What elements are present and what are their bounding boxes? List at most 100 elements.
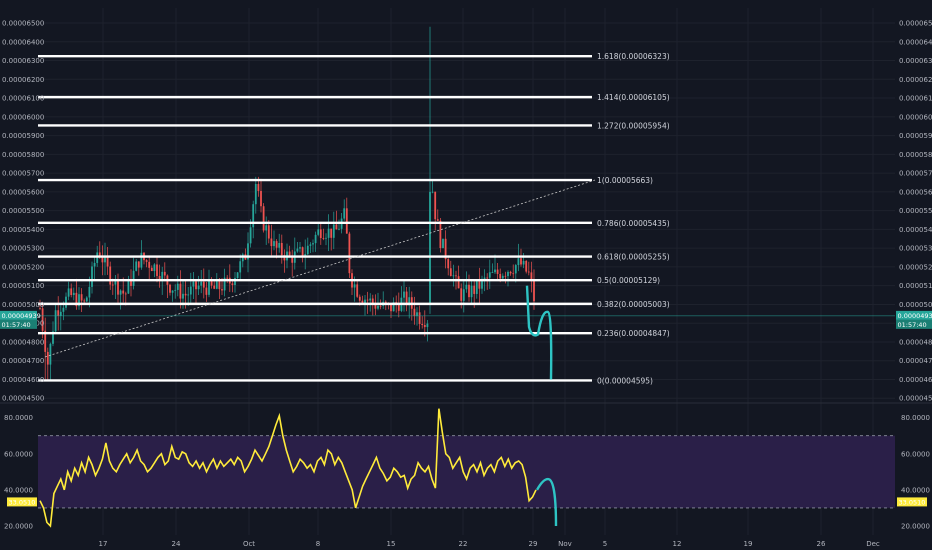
y-tick-label-left: 0.00004800 <box>2 338 44 346</box>
y-tick-label-left: 0.00005500 <box>2 207 44 215</box>
y-tick-label-left: 0.00004600 <box>2 376 44 384</box>
candle-body <box>314 234 317 244</box>
candle-body <box>379 305 382 307</box>
y-tick-label-right: 0.00005400 <box>899 226 932 234</box>
y-axis-right: 0.00006500 0.00006400 0.00006300 0.00006200… <box>899 20 932 531</box>
y-tick-label-left: 0.00005700 <box>2 170 44 178</box>
candle-body <box>111 284 114 286</box>
y-tick-label-right: 0.00004800 <box>899 338 932 346</box>
candle-body <box>98 252 101 257</box>
candle-body <box>509 271 512 274</box>
candle-body <box>75 292 78 307</box>
rsi-tick-label-left: 40.0000 <box>4 486 33 494</box>
candle-body <box>85 297 88 302</box>
candle-body <box>525 260 528 272</box>
fib-level-label: 1.618(0.00006323) <box>597 52 670 61</box>
rsi-tick-label-right: 40.0000 <box>901 486 930 494</box>
price-projection-path[interactable] <box>525 285 553 380</box>
candle-body <box>46 351 49 365</box>
rsi-band <box>38 435 895 508</box>
candle-body <box>403 291 405 298</box>
candle-body <box>397 304 400 311</box>
y-tick-label-right: 0.00006000 <box>899 113 932 121</box>
y-tick-label-right: 0.00006300 <box>899 57 932 65</box>
y-tick-label-right: 0.00005200 <box>899 263 932 271</box>
fib-level-label: 0(0.00004595) <box>597 376 653 385</box>
y-tick-label-right: 0.00006400 <box>899 38 932 46</box>
y-tick-label-right: 0.00004600 <box>899 376 932 384</box>
candle-body <box>343 208 346 219</box>
candle-body <box>109 266 112 285</box>
x-tick-label: Oct <box>243 540 255 548</box>
x-tick-label: Dec <box>866 540 880 548</box>
candle-body <box>114 279 117 285</box>
candle-body <box>72 292 75 296</box>
trendline[interactable] <box>44 179 596 358</box>
candle-body <box>325 237 327 239</box>
candle-body <box>174 289 177 291</box>
candle-body <box>130 279 132 286</box>
candle-body <box>465 284 468 290</box>
candle-body <box>356 284 359 297</box>
candle-body <box>496 269 499 274</box>
candle-body <box>221 289 223 291</box>
candle-body <box>444 238 447 260</box>
y-tick-label-right: 0.00005900 <box>899 132 932 140</box>
candle-body <box>335 224 338 230</box>
candle-body <box>117 279 119 295</box>
candle-body <box>150 267 153 272</box>
candle-body <box>501 275 504 279</box>
candle-body <box>231 283 234 286</box>
candle-body <box>78 294 80 307</box>
candle-body <box>483 277 486 279</box>
x-tick-label: 17 <box>99 540 108 548</box>
candle-body <box>418 312 421 324</box>
candle-body <box>241 254 244 262</box>
candle-body <box>189 286 192 295</box>
rsi-line <box>39 408 537 528</box>
y-tick-label-right: 0.00005100 <box>899 282 932 290</box>
rsi-tick-label-right: 20.0000 <box>901 522 930 530</box>
candle-body <box>517 258 520 266</box>
candle-body <box>392 302 395 312</box>
candle-body <box>161 271 164 281</box>
candle-body <box>153 264 156 272</box>
y-tick-label-left: 0.00005600 <box>2 188 44 196</box>
candle-body <box>67 288 70 297</box>
candle-body <box>91 266 93 287</box>
y-tick-label-left: 0.00005400 <box>2 226 44 234</box>
candle-body <box>208 279 210 295</box>
candle-body <box>257 183 260 191</box>
candle-body <box>390 303 392 312</box>
candle-body <box>80 294 83 301</box>
x-tick-label: 19 <box>744 540 753 548</box>
current-price-badge-left-bg <box>0 310 37 320</box>
candle-body <box>449 268 452 277</box>
candle-body <box>83 300 86 302</box>
candle-body <box>522 260 525 265</box>
rsi-tick-label-right: 80.0000 <box>901 414 930 422</box>
candle-body <box>195 281 197 290</box>
fib-level-label: 0.786(0.00005435) <box>597 219 670 228</box>
y-tick-label-right: 0.00006500 <box>899 20 932 28</box>
candle-body <box>252 204 255 228</box>
candle-body <box>374 303 377 309</box>
candle-body <box>327 228 330 238</box>
candle-body <box>148 261 151 268</box>
candle-body <box>514 265 517 274</box>
candle-body <box>273 241 275 247</box>
candle-body <box>364 299 366 304</box>
candle-body <box>145 260 148 262</box>
y-tick-label-right: 0.00005500 <box>899 207 932 215</box>
candle-body <box>520 258 522 265</box>
candle-body <box>140 252 143 268</box>
y-tick-label-right: 0.00006200 <box>899 76 932 84</box>
candle-body <box>156 264 158 277</box>
rsi-tick-label-left: 20.0000 <box>4 522 33 530</box>
candle-body <box>309 244 312 246</box>
candle-body <box>426 323 429 328</box>
x-tick-label: 29 <box>529 540 538 548</box>
candle-body <box>481 278 483 289</box>
fibonacci-levels: 1.618(0.00006323) 1.414(0.00006105) 1.272(… <box>38 52 670 385</box>
